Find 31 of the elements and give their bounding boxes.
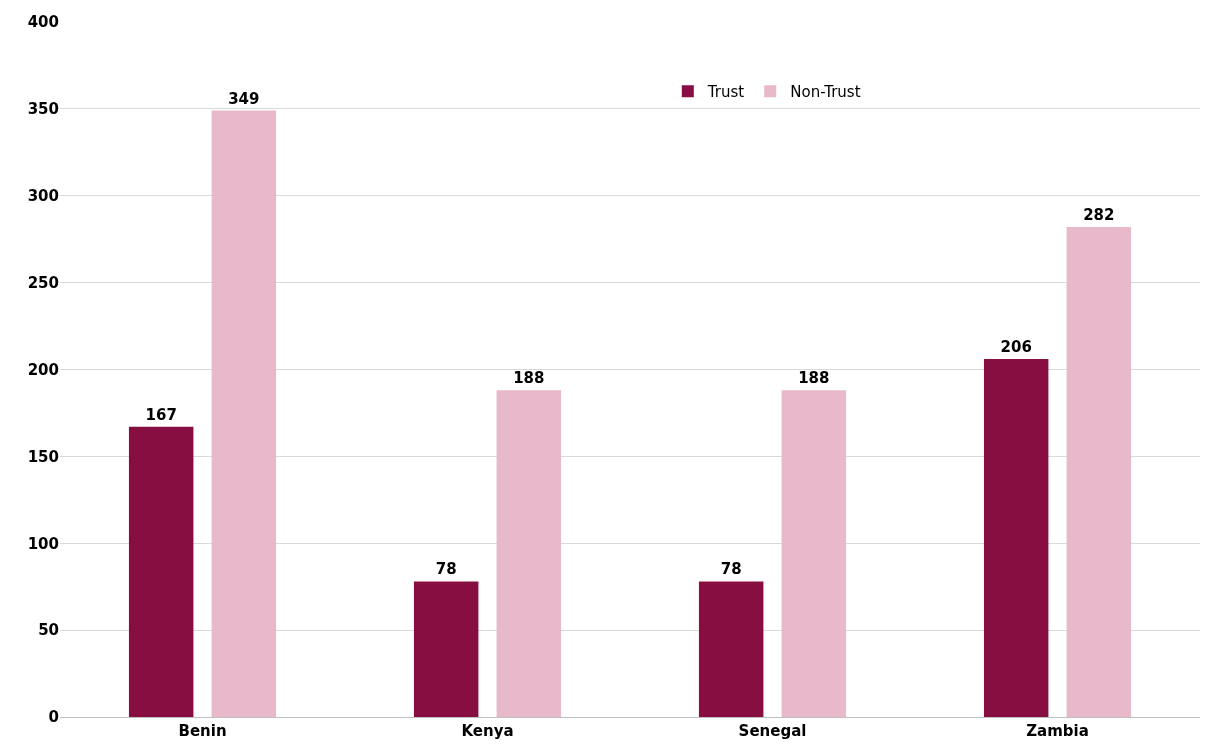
bar xyxy=(781,390,847,717)
data-label: 206 xyxy=(1000,338,1032,357)
bar xyxy=(698,581,764,717)
data-label: 349 xyxy=(228,89,260,108)
x-tick-label: Zambia xyxy=(1026,722,1089,740)
data-label: 78 xyxy=(435,560,457,579)
bar xyxy=(1066,227,1132,717)
x-tick-label: Senegal xyxy=(738,722,807,740)
data-label: 188 xyxy=(513,369,545,388)
y-tick-label: 200 xyxy=(27,360,59,379)
legend-label: Non-Trust xyxy=(790,83,861,102)
x-tick-label: Benin xyxy=(178,722,227,740)
bar xyxy=(211,110,277,717)
bar xyxy=(983,359,1049,717)
x-tick-label: Kenya xyxy=(461,722,514,740)
bar xyxy=(128,426,194,717)
legend-label: Trust xyxy=(706,83,745,102)
y-tick-label: 100 xyxy=(27,534,59,553)
y-tick-label: 400 xyxy=(27,13,59,32)
y-tick-label: 300 xyxy=(27,187,59,205)
data-label: 188 xyxy=(798,369,830,388)
bar xyxy=(496,390,562,717)
y-tick-label: 150 xyxy=(27,447,59,466)
data-label: 167 xyxy=(145,405,177,424)
data-label: 282 xyxy=(1083,206,1115,225)
y-tick-label: 350 xyxy=(27,100,59,119)
y-tick-label: 0 xyxy=(48,708,59,727)
y-tick-label: 50 xyxy=(38,621,59,640)
data-label: 78 xyxy=(720,560,742,579)
bar xyxy=(413,581,479,717)
y-tick-label: 250 xyxy=(27,273,59,292)
